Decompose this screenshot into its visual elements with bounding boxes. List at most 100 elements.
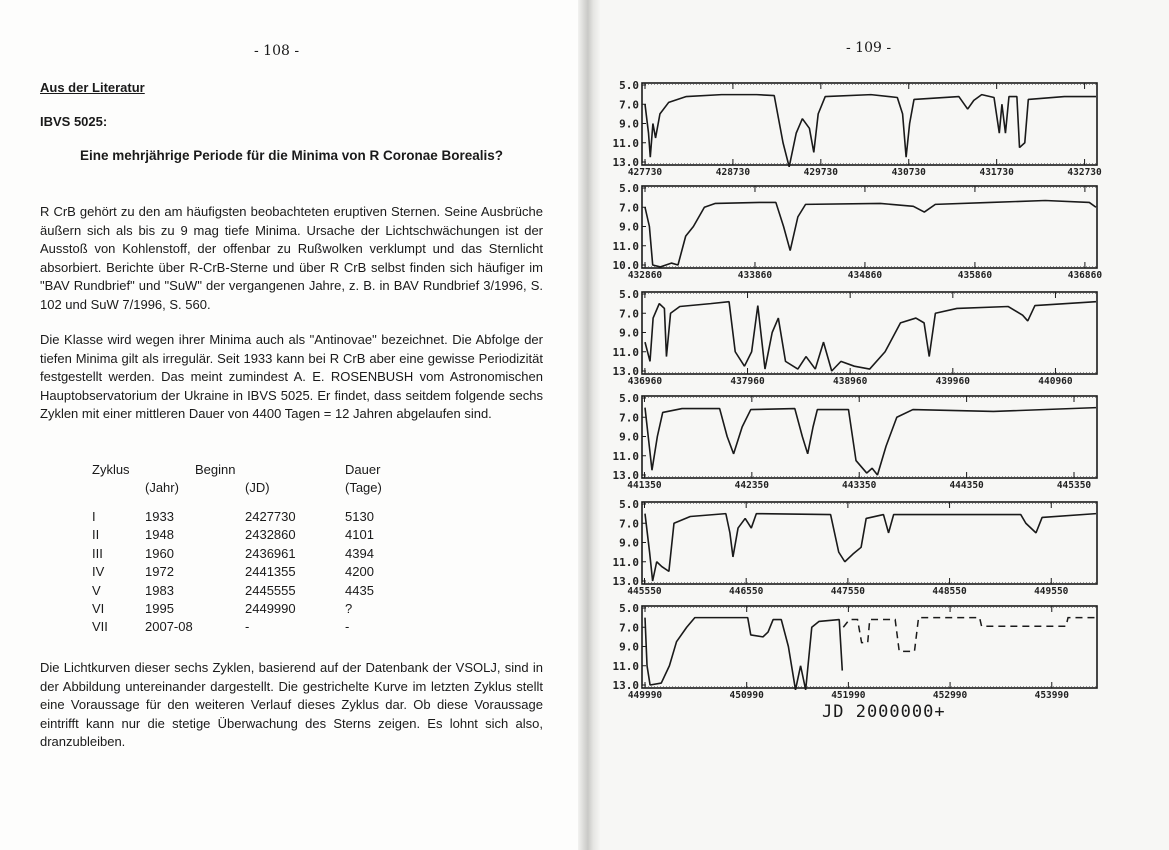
y-tick-label: 5.0 [619,392,639,405]
x-tick-label: 432860 [628,270,663,281]
x-tick-label: 436860 [1068,270,1103,281]
x-tick-label: 447550 [831,586,866,597]
y-tick-label: 13.0 [613,575,640,588]
table-cell: 1960 [145,545,174,561]
y-tick-label: 7.0 [619,307,639,320]
x-tick-label: 445350 [1057,480,1092,491]
x-tick-label: 435860 [958,270,993,281]
y-tick-label: 9.0 [619,118,639,131]
y-tick-label: 9.0 [619,327,639,340]
x-tick-label: 431730 [979,167,1014,178]
y-tick-label: 11.0 [613,346,640,359]
x-tick-label: 446550 [729,586,764,597]
table-header: Beginn [195,462,236,477]
x-tick-label: 433860 [738,270,773,281]
x-tick-label: 448550 [932,586,967,597]
x-tick-label: 449990 [628,690,663,701]
x-tick-label: 449550 [1034,586,1069,597]
section-heading: Aus der Literatur [40,80,145,95]
y-tick-label: 5.0 [619,498,639,511]
y-tick-label: 9.0 [619,431,639,444]
light-curve [644,406,1097,476]
x-axis-label: JD 2000000+ [822,702,946,722]
y-tick-label: 7.0 [619,411,639,424]
y-tick-label: 9.0 [619,537,639,550]
table-header: (Jahr) [145,480,179,495]
x-tick-label: 451990 [831,690,866,701]
y-tick-label: 13.0 [613,156,640,169]
y-tick-label: 11.0 [613,240,640,253]
table-cell: 1933 [145,509,174,524]
table-cell: 1995 [145,601,174,616]
table-cell: 2427730 [245,509,296,524]
light-curve [644,93,1096,168]
table-cell: IV [92,564,105,580]
light-curve [644,199,1097,268]
y-tick-label: 13.0 [613,469,640,482]
right-page: - 109 - [586,0,1169,850]
table-header: (JD) [245,480,270,495]
y-tick-label: 5.0 [619,79,639,92]
y-tick-label: 5.0 [619,602,639,615]
x-tick-label: 429730 [804,167,839,178]
table-cell: 4101 [345,527,374,543]
table-cell: VI [92,601,105,616]
light-curve [644,616,844,690]
table-cell: VII [92,619,108,635]
table-cell: 2007-08 [145,619,193,635]
table-cell: 5130 [345,509,374,524]
table-cell: - [345,619,350,635]
x-tick-label: 443350 [842,480,877,491]
y-tick-label: 11.0 [613,450,640,463]
table-cell: 4394 [345,545,374,561]
table-header: (Tage) [345,480,382,495]
y-tick-label: 7.0 [619,517,639,530]
table-cell: II [92,527,100,543]
table-cell: 2449990 [245,601,296,616]
light-curve [644,512,1097,582]
paragraph-3: Die Lichtkurven dieser sechs Zyklen, bas… [40,660,543,750]
paragraph-2: Die Klasse wird wegen ihrer Minima auch … [40,332,543,422]
x-tick-label: 442350 [735,480,770,491]
table-cell: 4435 [345,582,374,598]
x-tick-label: 440960 [1038,376,1073,387]
page-number-right: - 109 - [846,40,892,56]
y-tick-label: 10.0 [613,259,640,272]
x-tick-label: 428730 [716,167,751,178]
y-tick-label: 5.0 [619,288,639,301]
y-tick-label: 11.0 [613,137,640,150]
y-tick-label: 11.0 [613,660,640,673]
panel-frame [641,185,1098,269]
table-cell: 2432860 [245,527,296,543]
y-tick-label: 9.0 [619,641,639,654]
table-cell: 1972 [145,564,174,580]
x-tick-label: 437960 [730,376,765,387]
book-gutter [578,0,600,850]
y-tick-label: 9.0 [619,221,639,234]
paragraph-1: R CrB gehört zu den am häufigsten beobac… [40,204,543,312]
x-tick-label: 444350 [949,480,984,491]
table-cell: I [92,509,96,524]
x-tick-label: 438960 [833,376,868,387]
x-tick-label: 439960 [936,376,971,387]
table-cell: 1983 [145,582,174,598]
x-tick-label: 445550 [627,586,662,597]
y-tick-label: 7.0 [619,201,639,214]
table-cell: 1948 [145,527,174,543]
table-header: Dauer [345,462,381,477]
left-page: - 108 - Aus der Literatur IBVS 5025: Ein… [40,43,543,750]
table-cell: V [92,582,101,598]
y-tick-label: 7.0 [619,621,639,634]
x-tick-label: 427730 [628,167,663,178]
x-tick-label: 453990 [1035,690,1070,701]
y-tick-label: 13.0 [613,679,640,692]
y-tick-label: 5.0 [619,182,639,195]
table-cell: 2441355 [245,564,296,580]
article-title: Eine mehrjährige Periode für die Minima … [79,148,504,163]
table-cell: ? [345,601,353,616]
page-number-left: - 108 - [254,43,300,59]
x-tick-label: 452990 [933,690,968,701]
x-tick-label: 441350 [627,480,662,491]
table-cell: - [245,619,250,635]
